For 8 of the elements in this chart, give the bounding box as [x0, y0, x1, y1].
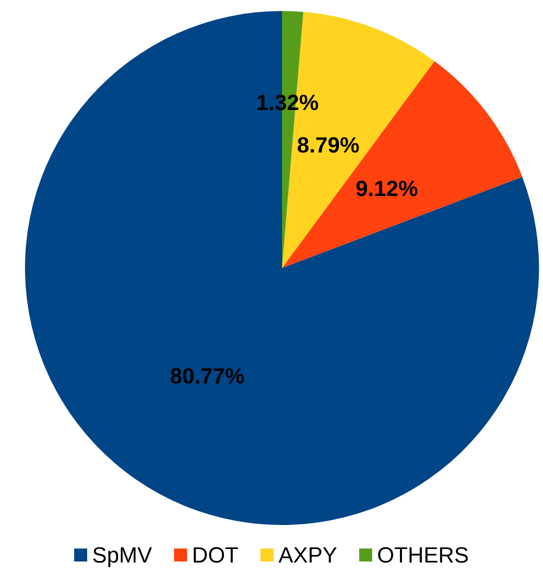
legend-label: AXPY — [278, 542, 338, 568]
data-label: 80.77% — [170, 364, 245, 389]
legend-label: OTHERS — [377, 542, 469, 568]
legend-label: SpMV — [92, 542, 152, 568]
legend-label: DOT — [192, 542, 239, 568]
data-label: 9.12% — [356, 176, 418, 202]
data-label: 1.32% — [256, 90, 319, 116]
data-label: 8.79% — [297, 132, 360, 158]
